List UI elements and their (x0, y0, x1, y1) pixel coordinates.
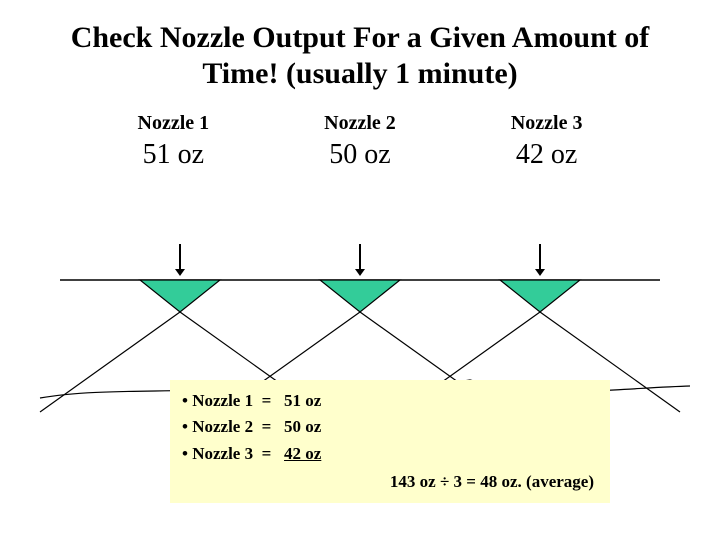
summary-row-val-2: 50 oz (284, 417, 321, 436)
nozzle-triangle-2 (320, 280, 400, 312)
summary-row-name-1: Nozzle 1 (192, 391, 253, 410)
nozzle-col-2: Nozzle 2 50 oz (267, 112, 453, 171)
summary-row-1: • Nozzle 1 = 51 oz (182, 388, 598, 414)
page-title: Check Nozzle Output For a Given Amount o… (0, 0, 720, 102)
nozzle-3-label: Nozzle 3 (453, 112, 639, 135)
summary-row-name-3: Nozzle 3 (192, 444, 253, 463)
nozzle-1-value: 51 oz (80, 139, 266, 171)
nozzle-2-label: Nozzle 2 (267, 112, 453, 135)
summary-average: 143 oz ÷ 3 = 48 oz. (average) (182, 469, 598, 495)
nozzle-col-1: Nozzle 1 51 oz (80, 112, 266, 171)
arrow-head-3 (535, 269, 545, 276)
nozzle-2-value: 50 oz (267, 139, 453, 171)
arrow-head-1 (175, 269, 185, 276)
nozzle-header-row: Nozzle 1 51 oz Nozzle 2 50 oz Nozzle 3 4… (0, 102, 720, 171)
summary-box: • Nozzle 1 = 51 oz• Nozzle 2 = 50 oz• No… (170, 380, 610, 503)
spray-left-1 (40, 312, 180, 412)
nozzle-triangle-3 (500, 280, 580, 312)
nozzle-1-label: Nozzle 1 (80, 112, 266, 135)
summary-row-2: • Nozzle 2 = 50 oz (182, 414, 598, 440)
arrow-head-2 (355, 269, 365, 276)
summary-row-name-2: Nozzle 2 (192, 417, 253, 436)
nozzle-3-value: 42 oz (453, 139, 639, 171)
summary-row-3: • Nozzle 3 = 42 oz (182, 441, 598, 467)
summary-row-val-1: 51 oz (284, 391, 321, 410)
summary-row-val-3: 42 oz (284, 444, 321, 463)
nozzle-col-3: Nozzle 3 42 oz (453, 112, 639, 171)
nozzle-triangle-1 (140, 280, 220, 312)
